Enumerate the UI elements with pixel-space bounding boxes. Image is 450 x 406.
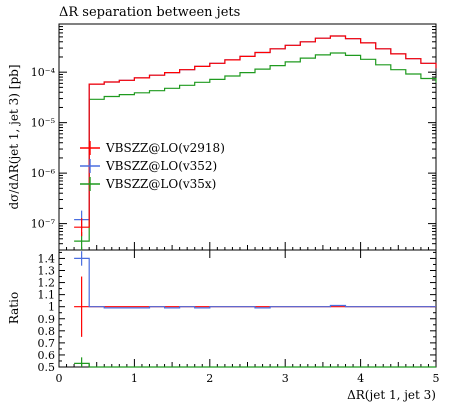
x-axis-label: ΔR(jet 1, jet 3): [347, 388, 436, 402]
y-tick-label: 10⁻⁵: [31, 117, 55, 130]
ratio-tick-label: 0.8: [38, 325, 56, 338]
ratio-tick-label: 0.9: [38, 313, 56, 326]
legend: VBSZZ@LO(v2918) VBSZZ@LO(v352) VBSZZ@LO(v3…: [80, 141, 225, 191]
x-tick-label: 4: [357, 372, 364, 385]
x-tick-label: 2: [206, 372, 213, 385]
legend-label: VBSZZ@LO(v352): [105, 159, 217, 173]
main-axis-ticks: 10⁻⁷ 10⁻⁶ 10⁻⁵ 10⁻⁴: [31, 26, 437, 251]
ratio-tick-label: 1: [48, 301, 55, 314]
ratio-series-group: [74, 251, 436, 368]
x-tick-label: 0: [56, 372, 63, 385]
ratio-tick-label: 1.3: [38, 265, 56, 278]
legend-label: VBSZZ@LO(v35x): [105, 177, 216, 191]
ratio-series-line: [74, 257, 436, 309]
ratio-axis-label: Ratio: [7, 292, 21, 324]
main-plot-frame: [58, 23, 437, 251]
chart-title: ΔR separation between jets: [59, 5, 240, 20]
x-tick-label: 5: [433, 372, 440, 385]
ratio-tick-label: 1.1: [38, 289, 56, 302]
y-axis-label: dσ/dΔR(jet 1, jet 3) [pb]: [7, 64, 21, 209]
series-line: [74, 35, 437, 221]
ratio-axis-ticks: 0 1 2 3 4 50.50.60.70.80.911.11.21.31.4: [38, 250, 440, 385]
y-tick-label: 10⁻⁷: [31, 218, 56, 231]
x-tick-label: 1: [131, 372, 138, 385]
y-tick-label: 10⁻⁴: [31, 66, 56, 79]
series-line: [74, 52, 437, 242]
main-series-group: [74, 35, 437, 251]
ratio-tick-label: 1.2: [38, 277, 56, 290]
legend-label: VBSZZ@LO(v2918): [105, 141, 225, 155]
ratio-tick-label: 0.5: [38, 361, 56, 374]
ratio-tick-label: 0.6: [38, 349, 56, 362]
series-line: [74, 35, 437, 228]
y-tick-label: 10⁻⁶: [31, 167, 56, 180]
ratio-tick-label: 0.7: [38, 337, 56, 350]
x-tick-label: 3: [282, 372, 289, 385]
ratio-series-line: [74, 362, 436, 368]
ratio-tick-label: 1.4: [38, 252, 56, 265]
